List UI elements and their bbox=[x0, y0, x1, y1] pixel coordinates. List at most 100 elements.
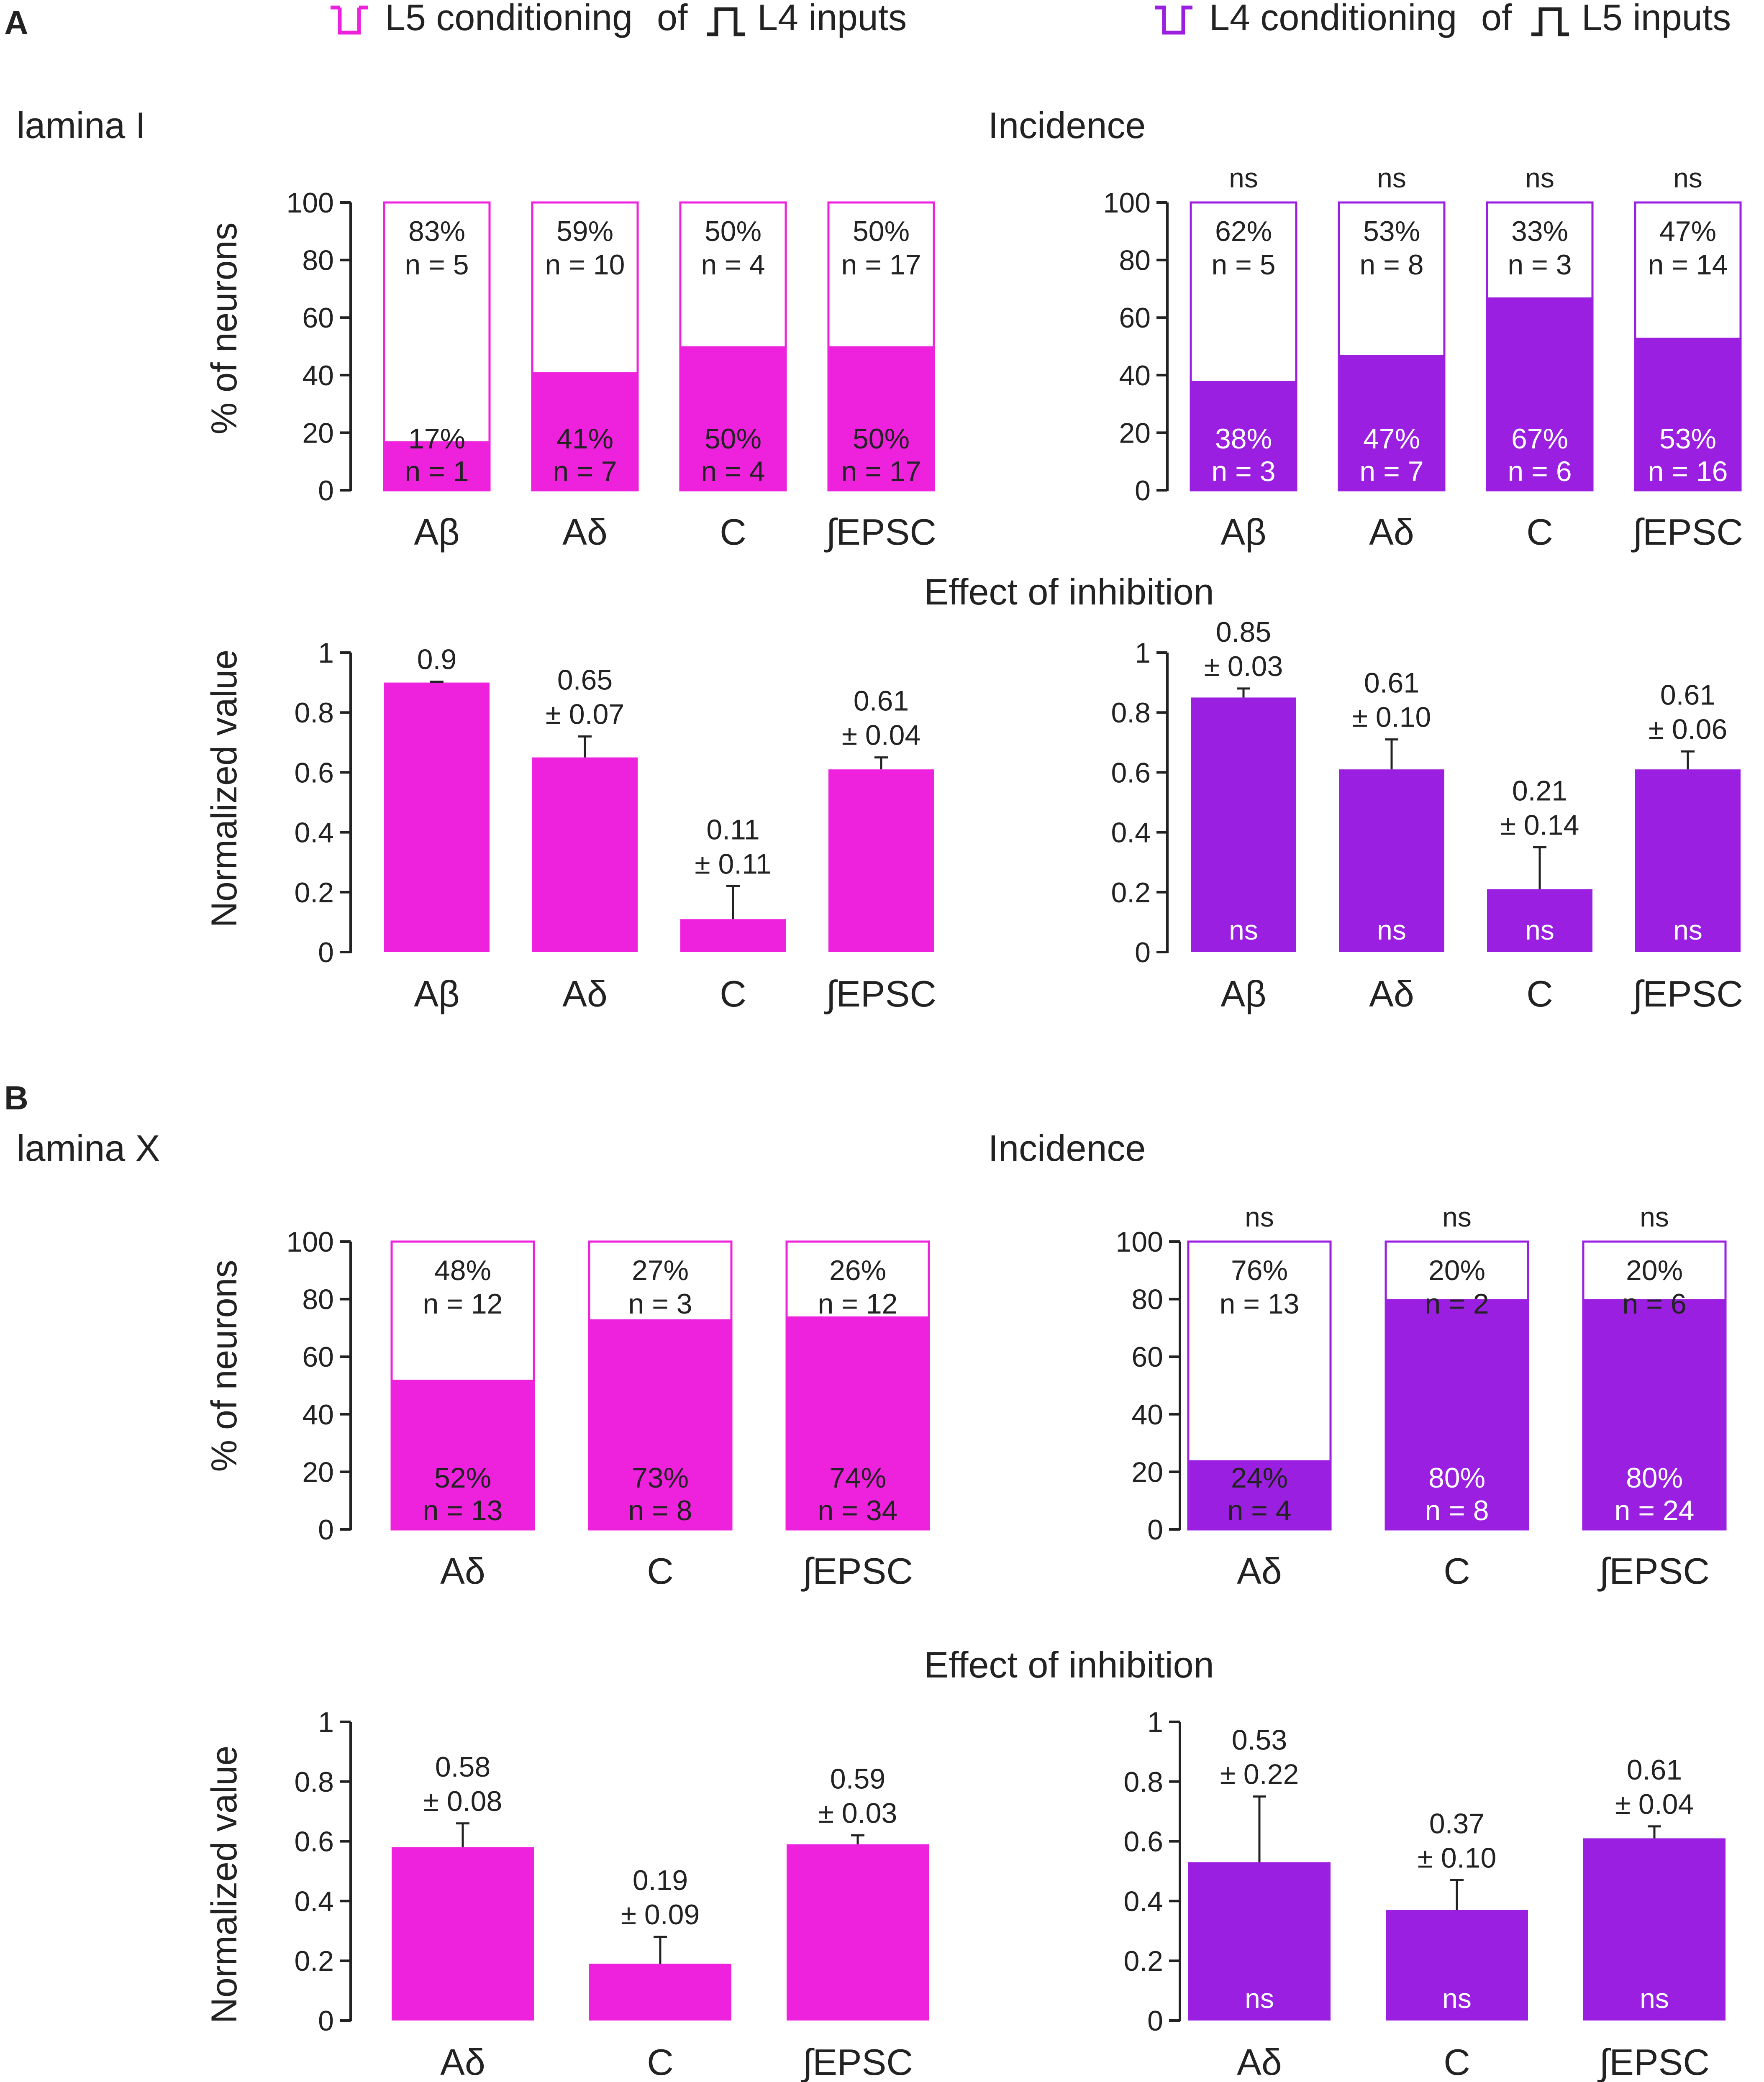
value-label: 0.61 bbox=[1364, 667, 1419, 699]
category-label: Aδ bbox=[1237, 2041, 1282, 2082]
error-label: ± 0.22 bbox=[1220, 1759, 1299, 1790]
top-n-label: n = 6 bbox=[1622, 1288, 1686, 1320]
error-label: ± 0.08 bbox=[423, 1785, 503, 1817]
ns-inside-label: ns bbox=[1245, 1983, 1274, 2014]
bottom-n-label: n = 1 bbox=[405, 456, 469, 487]
error-label: ± 0.04 bbox=[1615, 1788, 1694, 1820]
sig-label: ns bbox=[1525, 162, 1554, 193]
y-tick-label: 1 bbox=[1147, 1706, 1163, 1738]
y-tick-label: 0 bbox=[318, 937, 334, 968]
ns-inside-label: ns bbox=[1640, 1983, 1669, 2014]
panel-b-effect-title: Effect of inhibition bbox=[924, 1644, 1214, 1685]
bar bbox=[589, 1319, 731, 1529]
y-tick-label: 20 bbox=[1131, 1456, 1163, 1488]
top-n-label: n = 13 bbox=[1220, 1288, 1300, 1320]
top-n-label: n = 8 bbox=[1359, 249, 1423, 281]
value-label: 0.19 bbox=[633, 1864, 688, 1896]
conditioning-pulse-icon bbox=[338, 8, 361, 35]
top-n-label: n = 14 bbox=[1648, 249, 1728, 281]
category-label: C bbox=[1444, 1550, 1470, 1592]
bottom-n-label: n = 34 bbox=[818, 1495, 898, 1526]
error-label: ± 0.10 bbox=[1352, 702, 1431, 733]
bottom-pct-label: 67% bbox=[1511, 423, 1568, 455]
input-pulse-icon bbox=[1531, 7, 1569, 36]
sig-label: ns bbox=[1442, 1201, 1472, 1232]
y-tick-label: 20 bbox=[302, 1456, 334, 1488]
sig-label: ns bbox=[1229, 162, 1258, 193]
y-tick-label: 0 bbox=[1147, 1514, 1163, 1546]
bar bbox=[392, 1380, 534, 1529]
error-label: ± 0.14 bbox=[1500, 809, 1579, 841]
category-label: Aδ bbox=[440, 1550, 485, 1592]
top-pct-label: 47% bbox=[1659, 215, 1716, 247]
y-tick-label: 0.4 bbox=[1123, 1885, 1163, 1917]
conditioning-pulse-icon bbox=[1155, 5, 1192, 35]
bar bbox=[1339, 355, 1444, 490]
value-label: 0.58 bbox=[435, 1751, 490, 1783]
y-tick-label: 80 bbox=[302, 245, 334, 277]
y-tick-label: 0.2 bbox=[294, 1945, 334, 1977]
y-tick-label: 100 bbox=[287, 1226, 334, 1258]
y-tick-label: 80 bbox=[1119, 245, 1151, 277]
y-tick-label: 0.2 bbox=[1123, 1945, 1163, 1977]
bottom-n-label: n = 17 bbox=[841, 456, 921, 487]
y-tick-label: 0.8 bbox=[294, 697, 334, 729]
bottom-pct-label: 73% bbox=[632, 1462, 689, 1494]
value-label: 0.65 bbox=[557, 664, 613, 696]
y-tick-label: 1 bbox=[318, 1706, 334, 1738]
value-label: 0.61 bbox=[854, 685, 909, 717]
top-n-label: n = 12 bbox=[423, 1288, 503, 1320]
category-label: Aδ bbox=[562, 511, 608, 553]
y-tick-label: 0.6 bbox=[294, 757, 334, 789]
value-label: 0.85 bbox=[1216, 616, 1271, 648]
y-tick-label: 60 bbox=[302, 302, 334, 334]
y-tick-label: 0.8 bbox=[1123, 1766, 1163, 1798]
error-label: ± 0.10 bbox=[1418, 1842, 1497, 1874]
value-label: 0.59 bbox=[830, 1763, 885, 1795]
y-tick-label: 1 bbox=[1135, 637, 1151, 669]
top-n-label: n = 5 bbox=[405, 249, 469, 281]
legend-left-of: of bbox=[657, 0, 688, 38]
category-label: C bbox=[720, 511, 746, 553]
top-pct-label: 27% bbox=[632, 1255, 689, 1286]
y-tick-label: 60 bbox=[302, 1341, 334, 1373]
y-tick-label: 100 bbox=[1116, 1226, 1163, 1258]
category-label: Aβ bbox=[1220, 511, 1266, 553]
error-label: ± 0.11 bbox=[695, 848, 772, 880]
top-pct-label: 50% bbox=[853, 215, 910, 247]
panel-a-lamina: lamina I bbox=[17, 105, 146, 146]
category-label: ∫EPSC bbox=[824, 511, 936, 553]
value-label: 0.11 bbox=[706, 814, 759, 845]
top-pct-label: 20% bbox=[1626, 1255, 1683, 1286]
bar bbox=[1487, 889, 1592, 952]
category-label: C bbox=[647, 2041, 674, 2082]
y-axis-title-b-effect: Normalized value bbox=[204, 1746, 244, 2023]
bar bbox=[392, 1847, 534, 2021]
chart-a-incidence-left: 0 20 40 60 80 100 83%n = 5 17%n = 1 Aβ 59%n = 10 4… bbox=[287, 187, 936, 553]
top-n-label: n = 12 bbox=[818, 1288, 898, 1320]
y-tick-label: 100 bbox=[287, 187, 334, 219]
bottom-n-label: n = 3 bbox=[1211, 456, 1275, 487]
top-n-label: n = 3 bbox=[1508, 249, 1572, 281]
bar bbox=[589, 1964, 731, 2021]
bottom-pct-label: 17% bbox=[408, 423, 465, 455]
y-tick-label: 100 bbox=[1103, 187, 1151, 219]
top-pct-label: 83% bbox=[408, 215, 465, 247]
input-pulse-icon bbox=[707, 7, 745, 36]
panel-a-incidence-title: Incidence bbox=[988, 105, 1146, 146]
category-label: Aβ bbox=[414, 973, 459, 1014]
bar bbox=[828, 346, 934, 490]
y-axis-title-b-incidence: % of neurons bbox=[204, 1260, 244, 1472]
y-tick-label: 0 bbox=[318, 1514, 334, 1546]
bar bbox=[680, 919, 786, 952]
bottom-n-label: n = 16 bbox=[1648, 456, 1728, 487]
y-tick-label: 0 bbox=[1135, 937, 1151, 968]
y-tick-label: 20 bbox=[1119, 417, 1151, 449]
top-pct-label: 48% bbox=[434, 1255, 491, 1286]
y-axis-title-a-effect: Normalized value bbox=[204, 650, 244, 927]
value-label: 0.9 bbox=[417, 643, 457, 675]
sig-label: ns bbox=[1377, 162, 1406, 193]
top-n-label: n = 4 bbox=[701, 249, 765, 281]
legend-right-of: of bbox=[1481, 0, 1512, 38]
